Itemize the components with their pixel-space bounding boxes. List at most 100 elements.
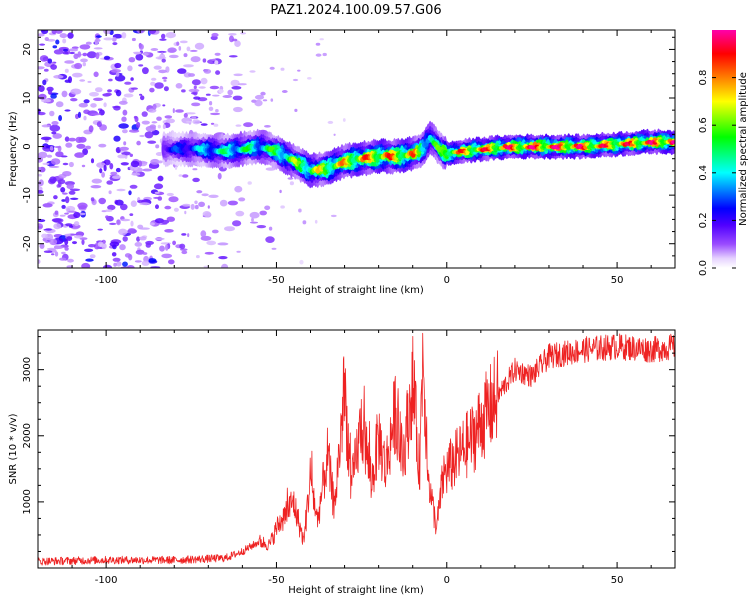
heatmap-noise-blob bbox=[38, 179, 44, 186]
heatmap-noise-blob bbox=[65, 142, 73, 148]
heatmap-noise-blob bbox=[103, 37, 114, 41]
heatmap-noise-blob bbox=[160, 219, 170, 224]
heatmap-noise-blob bbox=[189, 49, 198, 52]
heatmap-noise-blob bbox=[122, 236, 128, 242]
heatmap-noise-blob bbox=[165, 31, 176, 39]
heatmap-noise-blob bbox=[46, 154, 53, 158]
heatmap-x-tick-label: 0 bbox=[444, 275, 450, 286]
heatmap-noise-blob bbox=[123, 93, 134, 98]
colorbar-tick-label: 0.2 bbox=[698, 212, 709, 228]
heatmap-noise-blob bbox=[219, 199, 228, 207]
heatmap-noise-blob bbox=[145, 242, 151, 248]
heatmap-noise-blob bbox=[211, 32, 219, 38]
heatmap-noise-blob bbox=[302, 220, 307, 225]
heatmap-noise-blob bbox=[228, 33, 237, 36]
heatmap-noise-blob bbox=[53, 195, 58, 200]
heatmap-noise-blob bbox=[149, 222, 155, 226]
heatmap-noise-blob bbox=[113, 135, 121, 142]
heatmap-noise-blob bbox=[161, 58, 166, 63]
heatmap-noise-blob bbox=[68, 210, 77, 213]
snr-y-tick-label: 2000 bbox=[22, 423, 33, 448]
heatmap-noise-blob bbox=[67, 32, 74, 39]
colorbar-tick-label: 0.6 bbox=[698, 117, 709, 133]
snr-x-tick-label: -100 bbox=[95, 575, 118, 586]
heatmap-noise-blob bbox=[194, 42, 205, 50]
heatmap-noise-blob bbox=[271, 247, 277, 250]
heatmap-noise-blob bbox=[121, 151, 131, 156]
heatmap-noise-blob bbox=[260, 91, 266, 96]
heatmap-noise-blob bbox=[93, 71, 99, 78]
heatmap-noise-blob bbox=[157, 175, 164, 182]
heatmap-noise-blob bbox=[111, 36, 117, 42]
heatmap-noise-blob bbox=[131, 172, 141, 176]
heatmap-noise-blob bbox=[97, 228, 103, 231]
heatmap-noise-blob bbox=[59, 257, 67, 261]
heatmap-noise-blob bbox=[105, 92, 112, 97]
heatmap-noise-blob bbox=[69, 188, 81, 192]
heatmap-noise-blob bbox=[82, 62, 87, 67]
heatmap-noise-blob bbox=[38, 166, 42, 171]
heatmap-noise-blob bbox=[142, 67, 149, 75]
heatmap-noise-blob bbox=[77, 51, 82, 58]
heatmap-noise-blob bbox=[38, 85, 45, 92]
heatmap-noise-blob bbox=[87, 80, 92, 83]
colorbar-tick-label: 0.4 bbox=[698, 165, 709, 181]
heatmap-noise-blob bbox=[47, 89, 53, 95]
heatmap-noise-blob bbox=[202, 211, 211, 217]
heatmap-noise-blob bbox=[184, 210, 187, 215]
heatmap-noise-blob bbox=[198, 86, 206, 89]
heatmap-x-axis-label: Height of straight line (km) bbox=[288, 285, 424, 296]
heatmap-noise-blob bbox=[183, 113, 188, 118]
heatmap-noise-blob bbox=[85, 258, 94, 262]
heatmap-noise-blob bbox=[173, 207, 179, 212]
heatmap-noise-blob bbox=[72, 241, 77, 245]
heatmap-noise-blob bbox=[68, 190, 76, 195]
heatmap-noise-blob bbox=[108, 78, 113, 82]
heatmap-noise-blob bbox=[218, 256, 228, 260]
heatmap-noise-blob bbox=[264, 205, 271, 211]
heatmap-noise-blob bbox=[73, 53, 79, 60]
heatmap-noise-blob bbox=[64, 233, 71, 236]
heatmap-noise-blob bbox=[159, 245, 165, 252]
heatmap-noise-blob bbox=[94, 38, 101, 42]
heatmap-x-tick-label: -50 bbox=[268, 275, 284, 286]
heatmap-noise-blob bbox=[222, 95, 233, 98]
heatmap-noise-blob bbox=[161, 33, 166, 39]
heatmap-noise-blob bbox=[118, 228, 128, 236]
heatmap-noise-blob bbox=[116, 188, 126, 192]
heatmap-noise-blob bbox=[342, 118, 346, 122]
heatmap-noise-blob bbox=[159, 53, 166, 59]
heatmap-noise-blob bbox=[287, 177, 294, 180]
heatmap-noise-blob bbox=[163, 79, 167, 82]
heatmap-y-tick-label: 10 bbox=[22, 92, 33, 105]
heatmap-noise-blob bbox=[204, 251, 214, 255]
heatmap-noise-blob bbox=[236, 250, 241, 253]
heatmap-noise-blob bbox=[122, 109, 128, 116]
heatmap-noise-blob bbox=[167, 47, 177, 53]
heatmap-x-tick-label: 50 bbox=[611, 275, 624, 286]
heatmap-noise-blob bbox=[175, 109, 184, 113]
heatmap-noise-blob bbox=[116, 219, 120, 225]
heatmap-noise-blob bbox=[150, 48, 159, 51]
heatmap-noise-blob bbox=[175, 83, 183, 89]
heatmap-noise-blob bbox=[165, 244, 169, 251]
heatmap-noise-blob bbox=[149, 124, 157, 129]
heatmap-noise-blob bbox=[151, 129, 160, 136]
heatmap-noise-blob bbox=[164, 115, 173, 119]
heatmap-noise-blob bbox=[128, 228, 136, 231]
heatmap-noise-blob bbox=[75, 136, 83, 144]
heatmap-noise-blob bbox=[101, 171, 105, 178]
heatmap-noise-blob bbox=[68, 48, 79, 52]
heatmap-noise-blob bbox=[200, 123, 208, 126]
heatmap-noise-blob bbox=[95, 52, 100, 60]
heatmap-noise-blob bbox=[90, 103, 97, 108]
heatmap-noise-blob bbox=[240, 32, 247, 35]
heatmap-noise-blob bbox=[194, 200, 198, 205]
heatmap-noise-blob bbox=[315, 53, 322, 57]
heatmap-noise-blob bbox=[41, 30, 49, 34]
heatmap-noise-blob bbox=[233, 73, 243, 77]
heatmap-noise-blob bbox=[68, 225, 74, 228]
heatmap-noise-blob bbox=[129, 184, 138, 189]
heatmap-noise-blob bbox=[237, 83, 247, 86]
